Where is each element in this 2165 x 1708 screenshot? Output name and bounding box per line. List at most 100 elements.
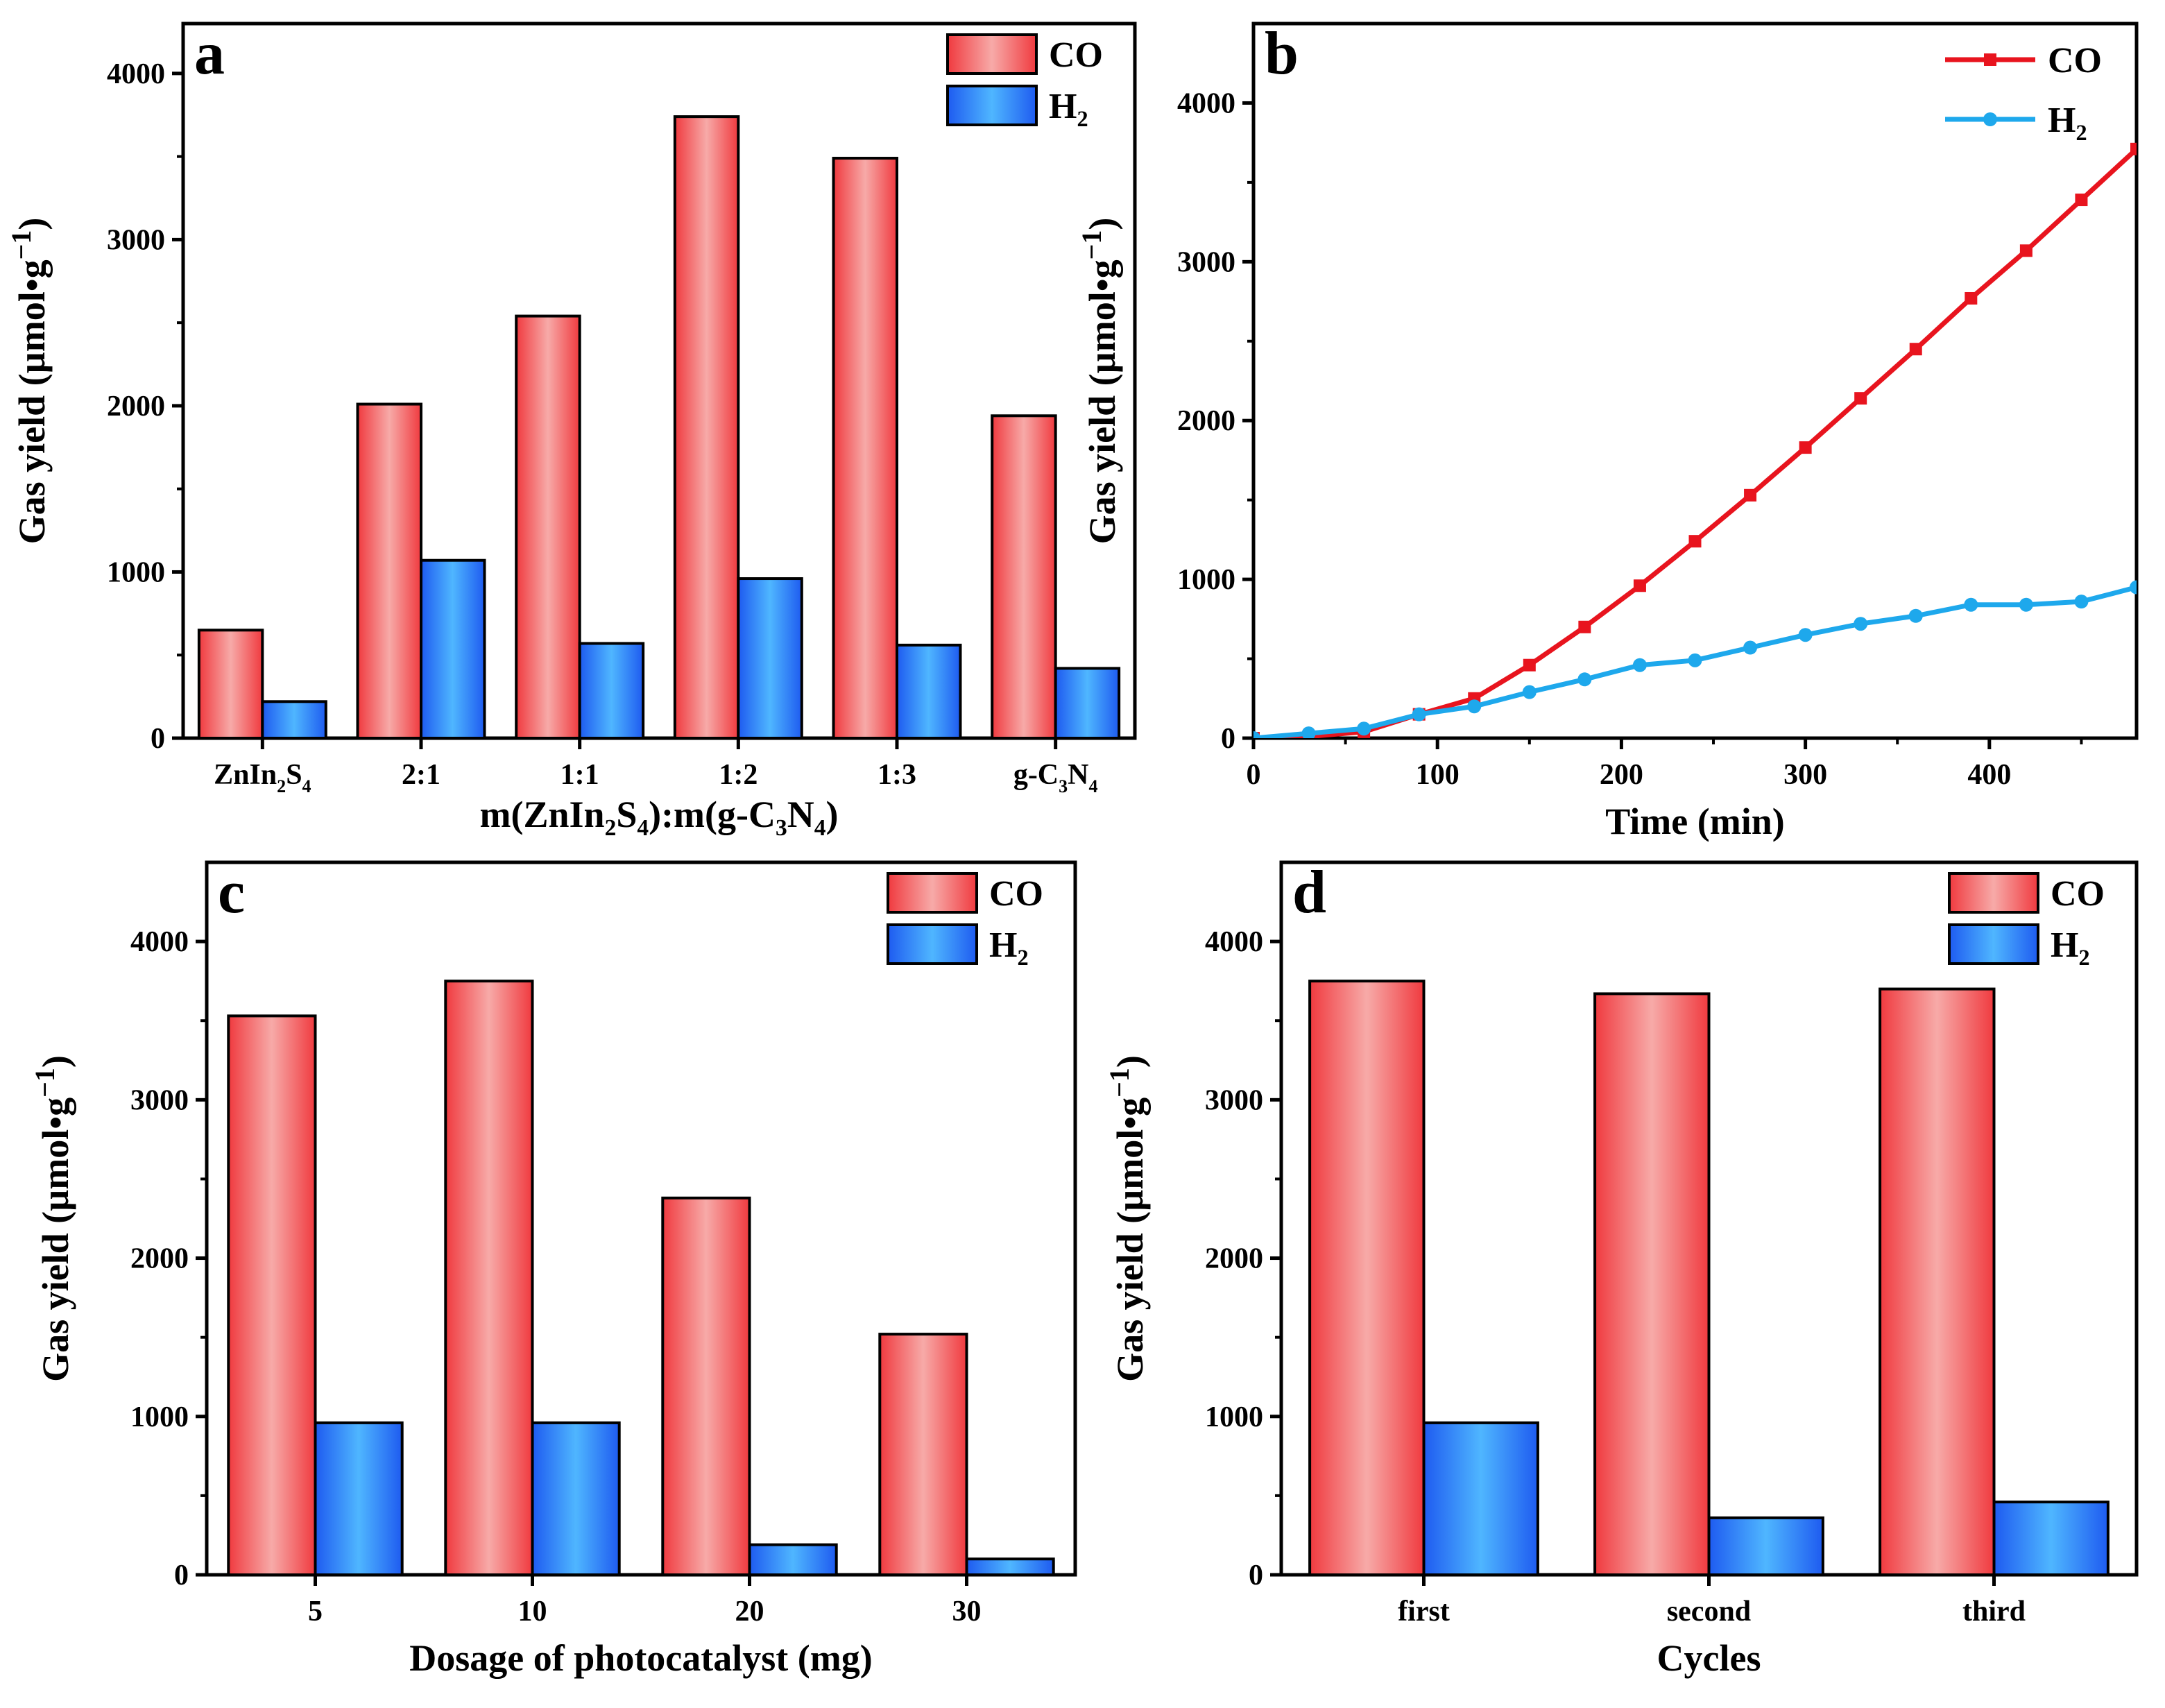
bar-co-1	[444, 980, 534, 1576]
point-h2-0	[1253, 731, 1260, 738]
point-h2-6	[1577, 672, 1592, 687]
bar-h2-0	[314, 1421, 404, 1577]
bar-h2-4	[896, 643, 962, 740]
x-tick-label: 100	[1416, 759, 1460, 791]
y-tick-label: 4000	[107, 58, 165, 90]
legend-label-h2: H2	[989, 925, 1029, 970]
x-tick-label: third	[1962, 1596, 2026, 1628]
panel-c: 0 1000 2000 3000 4000 5 10 20 30 Dosage of photoc…	[29, 859, 1077, 1679]
bar-h2-2	[1992, 1501, 2110, 1577]
x-tick-label: 400	[1967, 759, 2011, 791]
plot-frame	[181, 22, 1137, 740]
point-h2-15	[2074, 595, 2089, 609]
bar-h2-5	[1054, 667, 1121, 740]
x-tick-label: second	[1667, 1596, 1751, 1628]
point-co-16	[2130, 142, 2137, 155]
x-axis-title: Time (min)	[1605, 801, 1784, 842]
bar-co-0	[1308, 980, 1426, 1576]
legend-marker-h2	[1983, 112, 1997, 126]
bar-co-2	[661, 1196, 751, 1576]
y-tick-label: 1000	[1205, 1401, 1263, 1433]
y-tick-label: 2000	[1177, 405, 1235, 437]
bar-h2-3	[965, 1557, 1055, 1576]
x-tick-label: 10	[518, 1596, 547, 1628]
bar-co-3	[673, 115, 740, 740]
point-h2-12	[1908, 608, 1923, 623]
y-tick-label: 2000	[107, 391, 165, 422]
x-tick-label: 300	[1783, 759, 1827, 791]
point-h2-3	[1412, 707, 1426, 721]
panel-label: c	[218, 859, 245, 926]
point-co-8	[1688, 535, 1702, 548]
bar-co-0	[227, 1014, 317, 1577]
bar-h2-1	[420, 558, 486, 740]
point-h2-1	[1301, 726, 1316, 738]
panel-label: d	[1292, 859, 1326, 926]
y-tick-label: 1000	[130, 1401, 189, 1433]
legend-swatch-co	[946, 33, 1038, 75]
y-tick-label: 0	[174, 1560, 189, 1591]
x-tick-label: 5	[308, 1596, 323, 1628]
plot-frame	[205, 860, 1077, 1577]
bar-co-4	[832, 157, 898, 740]
x-tick-label: 1:2	[719, 759, 758, 791]
y-axis-title: Gas yield (µmol•g−1)	[29, 1055, 76, 1382]
panel-d: 0 1000 2000 3000 4000 first second third Cycles G…	[1104, 859, 2139, 1679]
y-tick-label: 4000	[1177, 87, 1235, 119]
y-tick-label: 2000	[1205, 1243, 1263, 1275]
y-tick-label: 0	[1249, 1560, 1263, 1591]
panel-label: b	[1265, 20, 1299, 87]
panel-a: 0 1000 2000 3000 4000 ZnIn2S4 2:1 1:1 1:2 1:3 g-C3…	[6, 20, 1137, 841]
point-h2-8	[1688, 653, 1702, 667]
bar-co-5	[991, 414, 1057, 740]
bar-h2-1	[531, 1421, 621, 1577]
legend-swatch-co	[1948, 872, 2039, 914]
x-tick-label: g-C3N4	[1013, 759, 1098, 796]
point-co-14	[2019, 244, 2033, 257]
point-co-12	[1909, 343, 1922, 356]
y-tick-label: 1000	[1177, 564, 1235, 596]
legend-label-h2: H2	[1049, 87, 1088, 131]
point-h2-16	[2130, 580, 2137, 595]
x-tick-label: 200	[1600, 759, 1643, 791]
point-h2-7	[1632, 658, 1647, 672]
x-tick-label: 0	[1247, 759, 1261, 791]
bar-h2-0	[1422, 1421, 1539, 1577]
legend-label-co: CO	[2048, 41, 2102, 80]
y-tick-label: 0	[1221, 723, 1235, 755]
y-tick-label: 4000	[1205, 926, 1263, 958]
bar-h2-3	[737, 577, 803, 740]
y-tick-label: 1000	[107, 556, 165, 588]
y-axis-title: Gas yield (µmol•g−1)	[1076, 218, 1123, 545]
y-tick-label: 0	[151, 723, 165, 755]
point-h2-10	[1798, 628, 1813, 642]
x-tick-label: 2:1	[402, 759, 440, 791]
x-tick-label: 1:3	[878, 759, 916, 791]
y-tick-label: 2000	[130, 1243, 189, 1275]
bar-h2-2	[578, 642, 645, 740]
legend-label-h2: H2	[2048, 101, 2087, 145]
y-tick-label: 3000	[130, 1084, 189, 1116]
x-tick-label: 20	[735, 1596, 764, 1628]
bar-co-1	[356, 402, 422, 740]
point-co-11	[1854, 392, 1867, 405]
legend-label-co: CO	[2051, 874, 2105, 914]
x-axis-title: Cycles	[1657, 1637, 1761, 1679]
legend-swatch-h2	[887, 923, 978, 965]
point-co-15	[2075, 194, 2088, 207]
y-tick-label: 4000	[130, 926, 189, 958]
point-h2-13	[1964, 597, 1978, 612]
point-co-13	[1965, 291, 1978, 305]
point-co-5	[1523, 658, 1536, 672]
point-h2-4	[1467, 699, 1482, 714]
x-axis-title: m(ZnIn2S4):m(g-C3N4)	[480, 794, 839, 841]
y-axis-title: Gas yield (µmol•g−1)	[6, 218, 53, 545]
bar-co-2	[1879, 987, 1996, 1576]
point-co-7	[1633, 579, 1646, 592]
legend-marker-co	[1984, 53, 1996, 66]
legend-label-co: CO	[989, 874, 1043, 914]
bar-h2-0	[261, 700, 327, 740]
bar-co-1	[1593, 992, 1711, 1576]
bar-h2-2	[748, 1543, 838, 1576]
legend-label-h2: H2	[2051, 925, 2090, 970]
